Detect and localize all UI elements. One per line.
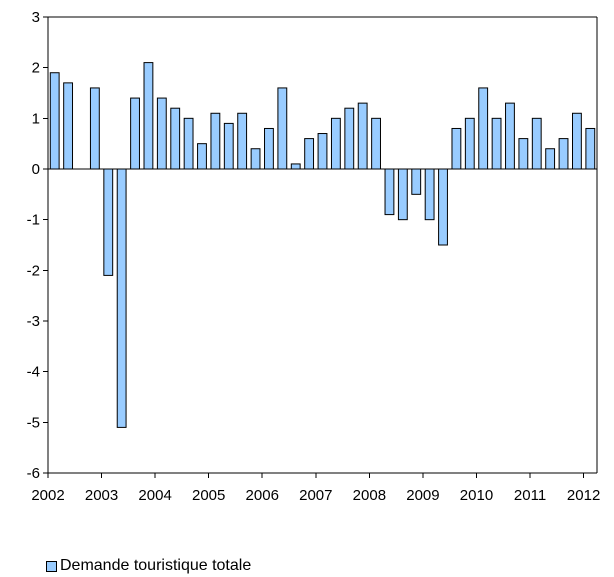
bar bbox=[531, 117, 542, 170]
bar bbox=[250, 148, 261, 170]
bar bbox=[264, 127, 274, 170]
y-axis-tick-labels: 3 2 1 0 -1 -2 -3 -4 -5 -6 bbox=[27, 9, 40, 482]
x-axis-tick-labels: 2002 2003 2004 2005 2006 2007 2008 2009 2010 2011… bbox=[31, 487, 600, 504]
x-tick-label: 2003 bbox=[85, 487, 118, 504]
bar bbox=[63, 82, 74, 170]
bar bbox=[304, 138, 315, 170]
bar bbox=[130, 97, 140, 170]
bar bbox=[183, 117, 194, 170]
bar bbox=[491, 117, 502, 170]
x-tick-label: 2010 bbox=[460, 487, 493, 504]
x-tick-label: 2008 bbox=[353, 487, 386, 504]
bar bbox=[397, 168, 408, 221]
bar bbox=[411, 168, 422, 195]
x-tick-label: 2002 bbox=[31, 487, 64, 504]
x-tick-label: 2011 bbox=[514, 487, 546, 504]
bar bbox=[505, 102, 515, 170]
bar bbox=[558, 138, 569, 170]
bar bbox=[371, 117, 381, 170]
y-tick-label: -2 bbox=[27, 262, 40, 279]
bar bbox=[518, 138, 529, 170]
bar bbox=[290, 163, 301, 170]
y-tick-label: -5 bbox=[27, 414, 40, 431]
x-tick-label: 2005 bbox=[192, 487, 225, 504]
y-tick-label: -6 bbox=[27, 465, 40, 482]
y-tick-label: -1 bbox=[27, 212, 40, 229]
y-tick-label: -3 bbox=[27, 313, 40, 330]
bar bbox=[464, 117, 475, 170]
bar bbox=[49, 72, 60, 170]
bar bbox=[197, 143, 207, 170]
axes-layer bbox=[43, 16, 598, 478]
x-tick-label: 2009 bbox=[406, 487, 439, 504]
bar bbox=[384, 168, 395, 216]
y-tick-label: 2 bbox=[32, 60, 40, 77]
bar bbox=[143, 62, 154, 170]
y-tick-label: -4 bbox=[27, 364, 40, 381]
x-tick-label: 2012 bbox=[567, 487, 600, 504]
bar bbox=[103, 168, 114, 276]
legend-label: Demande touristique totale bbox=[60, 557, 252, 574]
bar bbox=[545, 148, 556, 170]
bar bbox=[357, 102, 368, 170]
legend-swatch bbox=[46, 560, 57, 572]
bar bbox=[344, 107, 355, 170]
y-tick-label: 1 bbox=[32, 110, 40, 127]
y-tick-label: 3 bbox=[32, 9, 40, 26]
bar bbox=[237, 112, 248, 170]
bar bbox=[438, 168, 448, 246]
bar bbox=[170, 107, 181, 170]
bars-layer bbox=[49, 62, 596, 428]
y-tick-label: 0 bbox=[32, 161, 40, 178]
bar bbox=[156, 97, 167, 170]
x-tick-label: 2004 bbox=[138, 487, 171, 504]
bar bbox=[223, 122, 234, 170]
bar bbox=[116, 168, 127, 428]
bar bbox=[585, 127, 596, 170]
legend: Demande touristique totale bbox=[46, 557, 251, 575]
x-tick-label: 2007 bbox=[299, 487, 332, 504]
bar bbox=[424, 168, 435, 221]
bar bbox=[572, 112, 582, 170]
bar bbox=[277, 87, 288, 170]
bar bbox=[317, 133, 328, 170]
bar bbox=[478, 87, 489, 170]
bar bbox=[330, 117, 341, 170]
x-tick-label: 2006 bbox=[246, 487, 279, 504]
bar bbox=[210, 112, 221, 170]
bar bbox=[451, 127, 462, 170]
bar bbox=[89, 87, 100, 170]
